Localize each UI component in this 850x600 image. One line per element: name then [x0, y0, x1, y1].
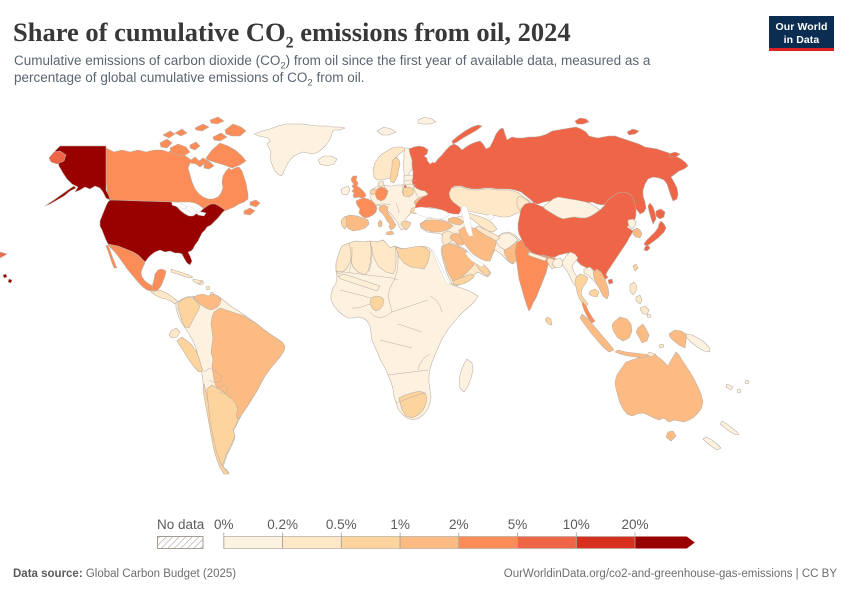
svg-text:No data: No data: [157, 517, 205, 532]
svg-text:2%: 2%: [449, 517, 469, 532]
svg-text:0%: 0%: [214, 517, 234, 532]
svg-text:10%: 10%: [563, 517, 590, 532]
svg-text:0.5%: 0.5%: [326, 517, 357, 532]
svg-text:0.2%: 0.2%: [267, 517, 298, 532]
svg-text:1%: 1%: [390, 517, 410, 532]
svg-text:5%: 5%: [508, 517, 528, 532]
svg-text:20%: 20%: [621, 517, 648, 532]
